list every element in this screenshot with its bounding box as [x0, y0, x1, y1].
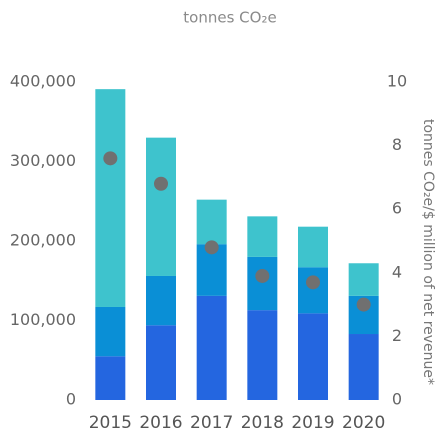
intensity-dot: [306, 275, 320, 290]
bar-segment: [298, 313, 328, 400]
y2-tick-label: 8: [392, 135, 402, 154]
x-tick-label: 2019: [291, 413, 334, 433]
x-tick-label: 2020: [342, 413, 385, 433]
bar-segment: [95, 89, 126, 307]
chart-title: tonnes CO₂e: [183, 9, 276, 27]
y2-tick-label: 2: [392, 326, 402, 345]
bar-segment: [247, 256, 278, 311]
bar-segment: [146, 137, 176, 276]
x-tick-label: 2016: [139, 413, 182, 433]
y-tick-label: 400,000: [10, 72, 76, 91]
y2-axis-label: tonnes CO₂e/$ million of net revenue*: [420, 119, 436, 385]
y2-tick-label: 6: [392, 199, 402, 218]
x-tick-label: 2017: [190, 413, 233, 433]
bar-segment: [196, 199, 227, 245]
bar-segment: [348, 263, 379, 296]
bar-segment: [298, 226, 328, 268]
bar-segment: [348, 334, 379, 400]
intensity-dot: [154, 176, 168, 191]
intensity-dot: [204, 240, 219, 255]
y2-tick-label: 4: [392, 262, 402, 281]
bar-segment: [146, 325, 176, 400]
bar-segment: [196, 295, 227, 400]
intensity-dot: [103, 151, 118, 166]
bar-segment: [247, 216, 278, 257]
bar-segment: [247, 310, 278, 400]
y2-tick-label: 0: [392, 390, 402, 409]
y-tick-label: 100,000: [10, 310, 76, 329]
bar-segment: [146, 275, 176, 326]
y-tick-label: 200,000: [10, 231, 76, 250]
bar-segment: [298, 267, 328, 314]
bar-segment: [95, 356, 126, 400]
intensity-dot: [356, 297, 371, 312]
x-tick-label: 2018: [241, 413, 284, 433]
y-tick-label: 300,000: [10, 151, 76, 170]
x-tick-label: 2015: [89, 413, 132, 433]
y-tick-label: 0: [66, 390, 76, 409]
bar-segment: [95, 306, 126, 357]
intensity-dot: [255, 268, 270, 283]
y2-tick-label: 10: [387, 72, 407, 91]
